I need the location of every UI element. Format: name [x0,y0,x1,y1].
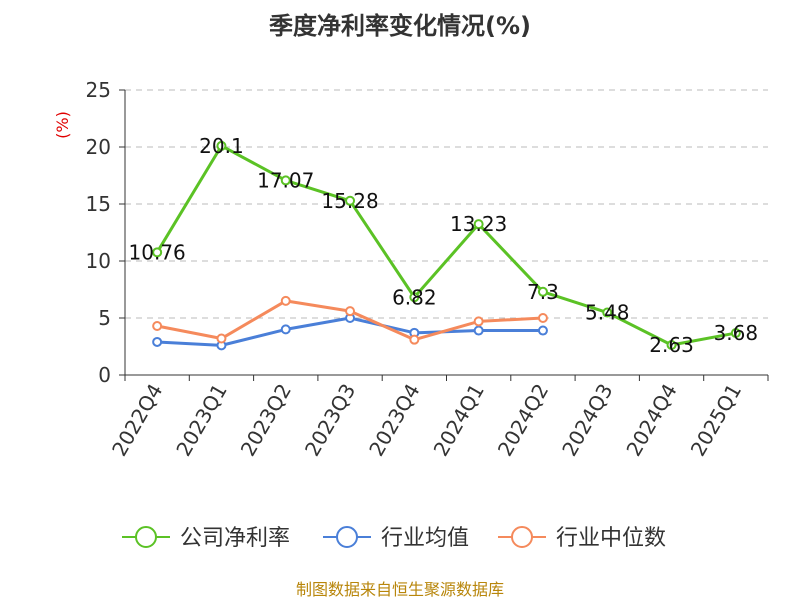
data-labels: 10.76 20.1 17.07 15.28 6.82 13.23 7.3 5.48 2.63 3… [129,134,759,357]
x-tick-label: 2024Q2 [493,380,553,461]
data-label: 7.3 [527,280,559,304]
y-tick-labels: 0 5 10 15 20 25 [86,78,111,387]
legend-label: 行业均值 [381,526,469,551]
legend-label: 公司净利率 [180,526,290,551]
data-label: 5.48 [585,301,630,325]
legend: 公司净利率 行业均值 行业中位数 [122,526,666,551]
data-point [152,336,163,347]
data-point [152,320,163,331]
series-line-0 [155,144,737,347]
data-point [216,140,227,151]
x-tick-labels: 2022Q4 2023Q1 2023Q2 2023Q3 2023Q4 2024Q1 2024… [107,380,746,461]
data-point [537,313,548,323]
x-tick-label: 2023Q4 [364,380,424,461]
data-label: 15.28 [321,189,378,213]
x-tick-label: 2024Q4 [621,380,681,461]
data-point [409,334,420,345]
data-point [666,340,677,351]
data-label: 13.23 [450,212,507,236]
legend-marker [336,526,358,548]
x-tick-label: 2023Q3 [300,380,360,461]
legend-marker [511,526,533,548]
data-point [602,307,613,318]
x-tick-label: 2022Q4 [107,380,167,461]
data-point [409,292,420,303]
data-label: 20.1 [199,134,244,158]
data-point [730,328,741,339]
x-tick-label: 2024Q3 [557,380,617,461]
y-axis-unit: (%) [53,111,72,139]
data-point [473,325,484,336]
data-point [537,286,548,297]
data-point [280,324,291,335]
axes [119,89,769,381]
source-note: 制图数据来自恒生聚源数据库 [296,580,504,599]
x-tick-label: 2025Q1 [686,380,746,461]
series-lines [152,140,741,351]
y-tick-label: 25 [86,78,111,102]
data-label: 2.63 [649,333,694,357]
data-point [345,195,356,206]
legend-marker [135,526,157,548]
data-point [345,306,356,317]
y-tick-label: 5 [98,306,111,330]
data-label: 10.76 [129,240,186,264]
legend-label: 行业中位数 [556,526,666,551]
data-label: 6.82 [392,285,437,309]
x-tick-label: 2023Q2 [236,380,296,461]
x-tick-label: 2024Q1 [429,380,489,461]
grid-lines [125,89,768,319]
chart-title: 季度净利率变化情况(%) [269,12,531,40]
data-point [216,333,227,344]
data-label: 3.68 [714,321,759,345]
data-point [537,325,548,336]
y-tick-label: 10 [86,249,111,273]
y-tick-label: 15 [86,192,111,216]
data-point [280,295,291,306]
data-point [280,175,291,186]
data-point [152,247,163,258]
data-point [473,219,484,230]
y-tick-label: 0 [98,363,111,387]
data-label: 17.07 [257,168,314,192]
data-point [473,316,484,327]
x-tick-label: 2023Q1 [171,380,231,461]
y-tick-label: 20 [86,135,111,159]
